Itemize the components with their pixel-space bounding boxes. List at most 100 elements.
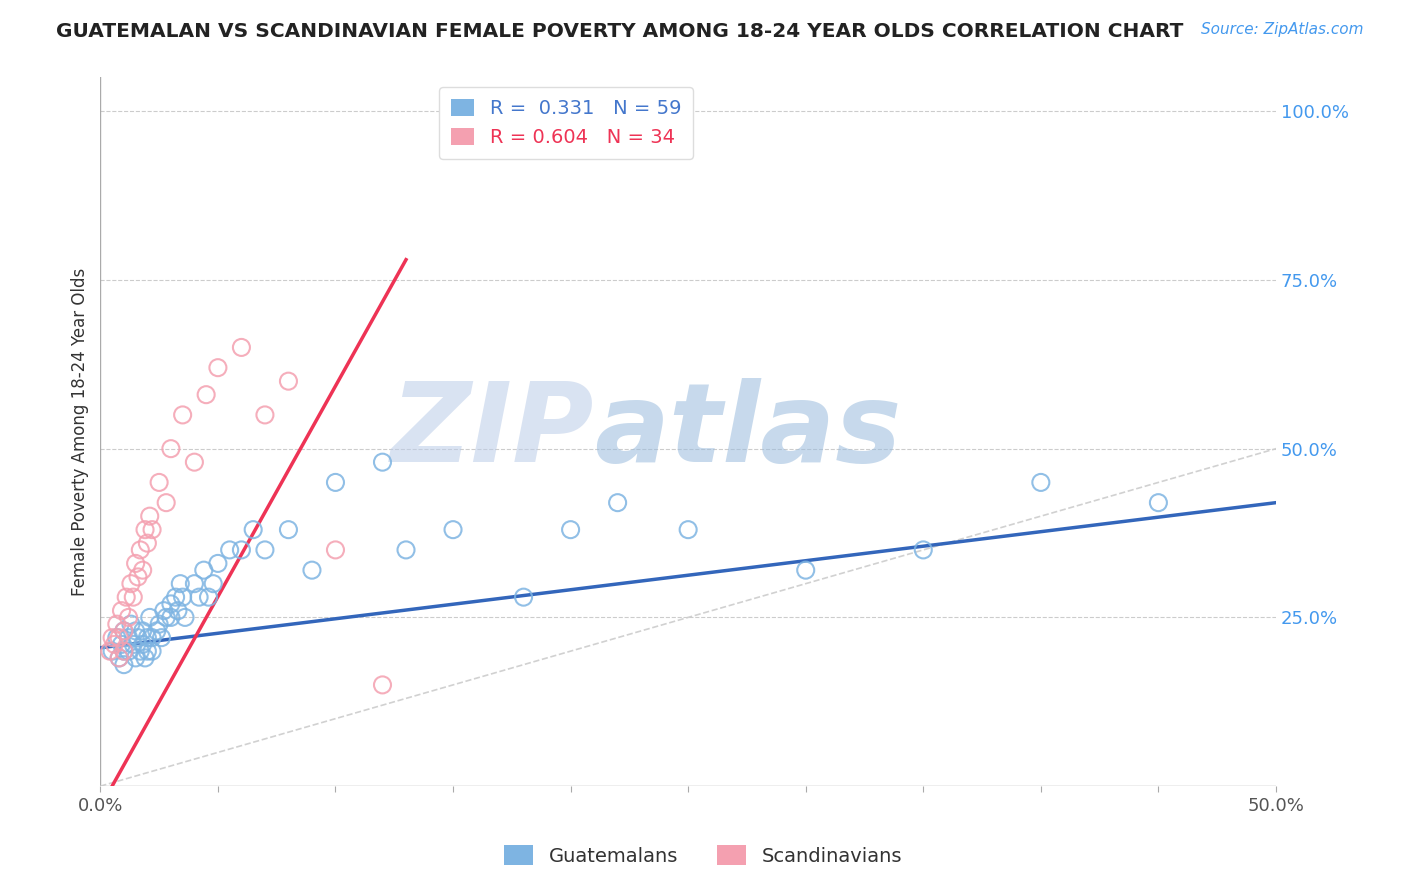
Point: [207, 360, 229, 375]
Point: [134, 651, 156, 665]
Point: [103, 637, 125, 651]
Point: [183, 576, 205, 591]
Point: [110, 637, 132, 651]
Point: [560, 523, 582, 537]
Point: [127, 570, 149, 584]
Point: [131, 563, 153, 577]
Point: [167, 604, 190, 618]
Point: [136, 536, 159, 550]
Point: [160, 442, 183, 456]
Point: [141, 644, 163, 658]
Point: [218, 542, 240, 557]
Point: [794, 563, 817, 577]
Point: [129, 542, 152, 557]
Point: [174, 610, 197, 624]
Point: [150, 631, 173, 645]
Point: [136, 631, 159, 645]
Point: [138, 610, 160, 624]
Point: [253, 542, 276, 557]
Point: [129, 644, 152, 658]
Y-axis label: Female Poverty Among 18-24 Year Olds: Female Poverty Among 18-24 Year Olds: [72, 268, 89, 596]
Point: [242, 523, 264, 537]
Point: [148, 617, 170, 632]
Point: [606, 496, 628, 510]
Point: [160, 597, 183, 611]
Point: [153, 604, 176, 618]
Point: [117, 644, 139, 658]
Point: [155, 610, 177, 624]
Point: [1147, 496, 1170, 510]
Point: [325, 475, 347, 490]
Point: [112, 624, 135, 638]
Point: [231, 340, 253, 354]
Point: [202, 576, 225, 591]
Point: [193, 563, 215, 577]
Point: [122, 590, 145, 604]
Point: [183, 455, 205, 469]
Point: [146, 624, 169, 638]
Point: [141, 631, 163, 645]
Point: [108, 651, 131, 665]
Legend: Guatemalans, Scandinavians: Guatemalans, Scandinavians: [496, 838, 910, 873]
Point: [253, 408, 276, 422]
Point: [124, 557, 146, 571]
Point: [1029, 475, 1052, 490]
Point: [122, 637, 145, 651]
Point: [195, 387, 218, 401]
Point: [148, 475, 170, 490]
Point: [115, 590, 138, 604]
Point: [676, 523, 699, 537]
Point: [277, 374, 299, 388]
Point: [105, 617, 128, 632]
Text: Source: ZipAtlas.com: Source: ZipAtlas.com: [1201, 22, 1364, 37]
Point: [105, 631, 128, 645]
Point: [325, 542, 347, 557]
Point: [101, 631, 124, 645]
Point: [231, 542, 253, 557]
Point: [136, 644, 159, 658]
Point: [160, 610, 183, 624]
Legend: R =  0.331   N = 59, R = 0.604   N = 34: R = 0.331 N = 59, R = 0.604 N = 34: [439, 87, 693, 159]
Point: [441, 523, 464, 537]
Point: [155, 496, 177, 510]
Point: [172, 408, 194, 422]
Point: [117, 610, 139, 624]
Point: [120, 576, 142, 591]
Point: [197, 590, 219, 604]
Point: [112, 644, 135, 658]
Text: GUATEMALAN VS SCANDINAVIAN FEMALE POVERTY AMONG 18-24 YEAR OLDS CORRELATION CHAR: GUATEMALAN VS SCANDINAVIAN FEMALE POVERT…: [56, 22, 1184, 41]
Point: [112, 624, 135, 638]
Point: [277, 523, 299, 537]
Point: [124, 624, 146, 638]
Point: [165, 590, 187, 604]
Point: [207, 557, 229, 571]
Point: [188, 590, 211, 604]
Point: [127, 631, 149, 645]
Point: [134, 523, 156, 537]
Point: [110, 604, 132, 618]
Point: [112, 644, 135, 658]
Point: [98, 644, 121, 658]
Point: [131, 624, 153, 638]
Point: [108, 651, 131, 665]
Point: [371, 678, 394, 692]
Point: [912, 542, 935, 557]
Point: [512, 590, 534, 604]
Point: [138, 509, 160, 524]
Point: [441, 104, 464, 119]
Text: atlas: atlas: [595, 378, 901, 485]
Point: [371, 455, 394, 469]
Point: [141, 523, 163, 537]
Point: [301, 563, 323, 577]
Point: [120, 617, 142, 632]
Point: [117, 631, 139, 645]
Point: [124, 651, 146, 665]
Text: ZIP: ZIP: [391, 378, 595, 485]
Point: [108, 631, 131, 645]
Point: [131, 637, 153, 651]
Point: [172, 590, 194, 604]
Point: [169, 576, 191, 591]
Point: [112, 657, 135, 672]
Point: [395, 542, 418, 557]
Point: [101, 644, 124, 658]
